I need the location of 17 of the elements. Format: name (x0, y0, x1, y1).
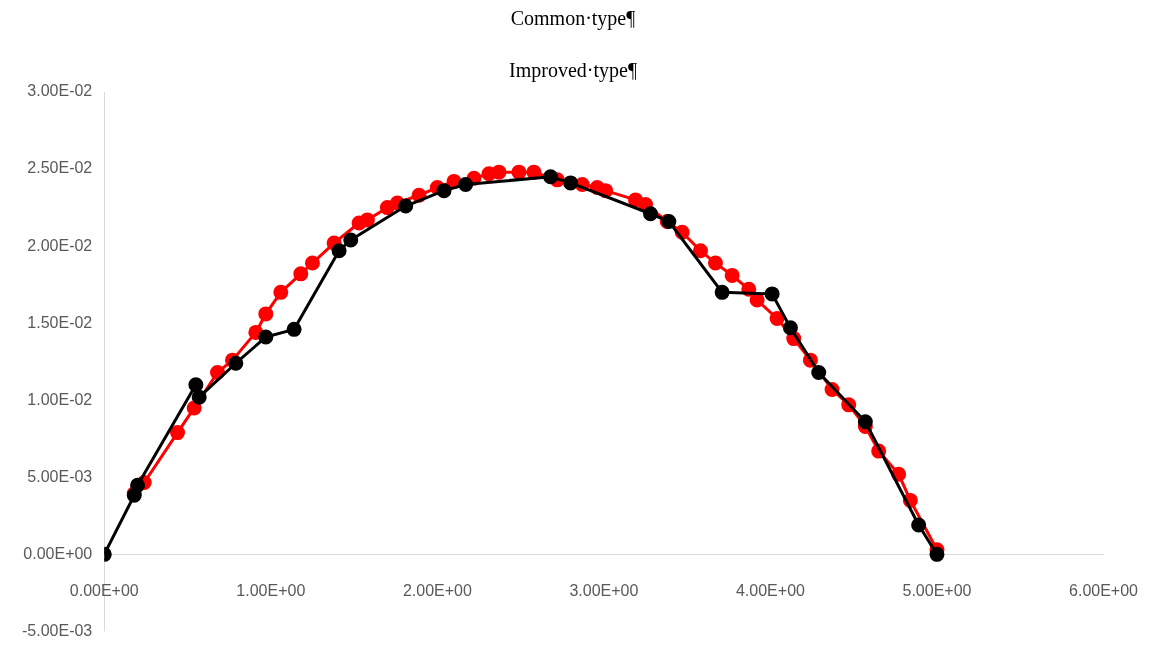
x-tick-label: 5.00E+00 (902, 582, 972, 600)
x-tick-label: 6.00E+00 (1069, 582, 1139, 600)
x-tick-label: 2.00E+00 (402, 582, 472, 600)
x-tick-label: 0.00E+00 (69, 582, 139, 600)
y-tick-label: 1.50E-02 (27, 313, 93, 331)
chart-title: Common·type¶ (510, 7, 636, 31)
x-tick-label: 3.00E+00 (569, 582, 639, 600)
y-tick-label: 1.00E-02 (27, 390, 93, 408)
y-tick-label: 5.00E-03 (27, 467, 93, 485)
y-tick-label: 0.00E+00 (23, 544, 93, 562)
chart-subtitle: Improved·type¶ (509, 59, 637, 83)
y-tick-label: -5.00E-03 (22, 621, 93, 639)
y-tick-label: 2.00E-02 (27, 236, 93, 254)
y-tick-label: 2.50E-02 (27, 159, 93, 177)
x-tick-label: 1.00E+00 (236, 582, 306, 600)
x-tick-label: 4.00E+00 (735, 582, 806, 600)
y-tick-label: 3.00E-02 (27, 82, 93, 100)
